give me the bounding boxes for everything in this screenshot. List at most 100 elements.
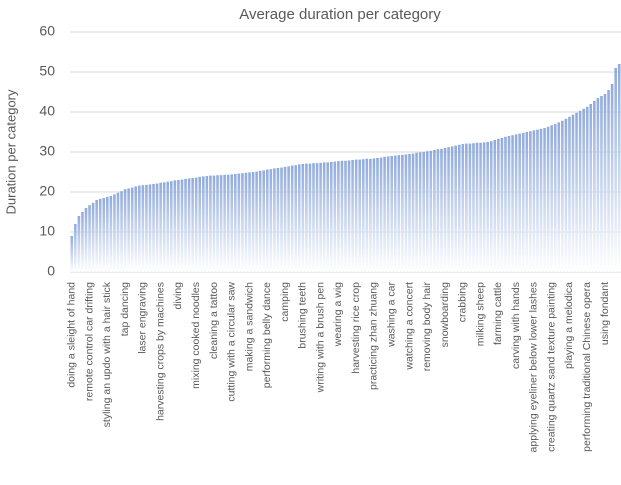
bar — [553, 124, 557, 272]
bar — [177, 180, 180, 272]
x-tick-label: removing body hair — [421, 281, 433, 371]
bar — [194, 177, 198, 272]
bar — [77, 216, 81, 272]
bar — [244, 172, 248, 272]
x-tick-label: milking sheep — [474, 282, 486, 346]
bar — [440, 148, 443, 272]
bar — [326, 162, 330, 272]
bar — [536, 129, 539, 272]
y-tick-label: 50 — [39, 63, 55, 79]
y-tick-label: 10 — [39, 223, 55, 239]
bar — [564, 118, 568, 272]
x-tick-label: using fondant — [599, 282, 611, 345]
bar — [443, 148, 447, 272]
bar — [255, 171, 258, 272]
bar — [450, 146, 454, 272]
x-tick-label: harvesting crops by machines — [154, 282, 166, 421]
bar — [145, 184, 148, 272]
bar — [571, 114, 575, 272]
bar — [578, 110, 582, 272]
x-tick-label: performing belly dance — [261, 282, 273, 388]
bar — [347, 160, 351, 272]
bar — [461, 144, 465, 272]
bar — [521, 132, 525, 272]
bar — [489, 141, 493, 272]
x-tick-label: doing a sleight of hand — [66, 282, 78, 388]
bar — [404, 154, 408, 272]
bar — [81, 212, 84, 272]
bar — [127, 188, 130, 272]
y-tick-label: 0 — [47, 263, 55, 279]
bar — [226, 174, 230, 272]
x-tick-label: writing with a brush pen — [314, 282, 326, 393]
bar — [301, 164, 305, 272]
bar — [504, 136, 507, 272]
bar — [219, 175, 223, 272]
bar — [575, 112, 578, 272]
bar — [166, 181, 170, 272]
bar — [493, 140, 497, 272]
x-tick-label: mixing cooked noodles — [190, 282, 202, 389]
bar — [308, 163, 312, 272]
bar — [287, 166, 290, 272]
bar — [607, 90, 610, 272]
bar — [180, 179, 184, 272]
bar — [376, 158, 379, 272]
x-tick-label: carving with hands — [510, 282, 522, 369]
bar — [170, 181, 173, 272]
bar — [429, 150, 433, 272]
bar — [84, 208, 88, 272]
x-tick-label: crabbing — [457, 282, 469, 322]
x-tick-label: brushing teeth — [297, 282, 309, 349]
bar — [550, 125, 553, 272]
bar — [91, 202, 95, 272]
bar — [539, 128, 543, 272]
bar — [155, 183, 159, 272]
bar — [582, 108, 585, 272]
bar — [319, 162, 322, 272]
x-tick-label: practicing zhan zhuang — [368, 282, 380, 390]
x-tick-label: making a sandwich — [243, 282, 255, 371]
bar — [123, 189, 127, 272]
bar — [109, 196, 113, 272]
bar — [543, 128, 546, 272]
bar — [258, 170, 262, 272]
bar — [525, 132, 529, 272]
bar — [191, 178, 194, 272]
bar — [113, 194, 116, 272]
bar — [372, 158, 376, 272]
bar — [241, 173, 244, 272]
bar — [187, 178, 191, 272]
bar — [411, 153, 415, 272]
bar — [102, 198, 106, 272]
bar — [593, 100, 596, 272]
bar — [344, 160, 347, 272]
chart-title: Average duration per category — [239, 6, 441, 23]
bar — [298, 164, 301, 272]
x-tick-label: tap dancing — [119, 282, 131, 336]
bar — [216, 175, 219, 272]
bar — [234, 174, 237, 272]
x-tick-label: farming cattle — [492, 282, 504, 345]
bar — [529, 131, 532, 272]
bar — [408, 154, 411, 272]
bar — [205, 176, 209, 272]
bar — [383, 156, 386, 272]
bar — [70, 236, 74, 272]
bar — [557, 122, 561, 273]
bar — [248, 172, 251, 272]
y-axis-label: Duration per category — [3, 89, 18, 215]
bar — [237, 173, 241, 272]
bar — [390, 156, 393, 272]
x-tick-label: watching a concert — [403, 282, 415, 371]
x-tick-label: washing a car — [385, 282, 397, 348]
bar — [585, 106, 589, 272]
bar — [337, 161, 340, 272]
bar — [152, 184, 155, 272]
bar — [497, 138, 500, 272]
bar — [290, 165, 294, 272]
bar — [273, 168, 276, 272]
bar — [361, 159, 365, 272]
bar — [614, 68, 617, 272]
